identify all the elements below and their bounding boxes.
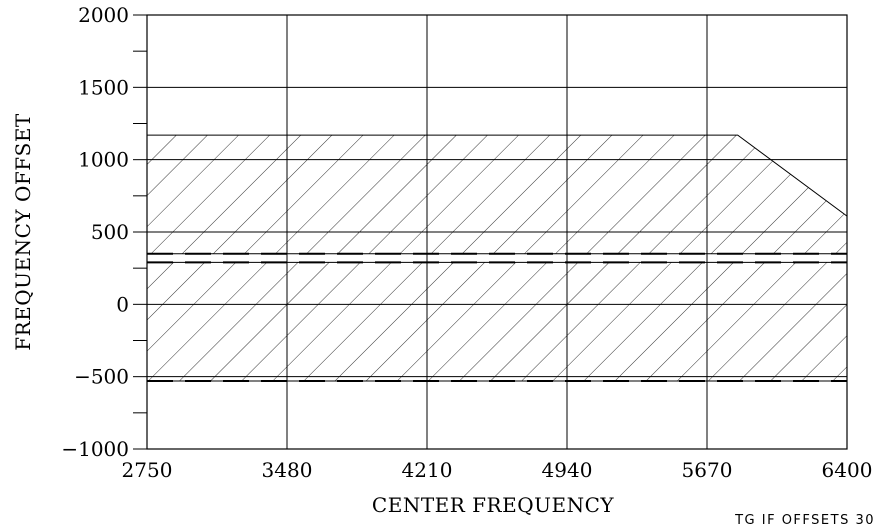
figure-caption: TG IF OFFSETS 30: [734, 513, 875, 524]
x-tick-label-0: 2750: [122, 458, 173, 482]
y-axis-title: FREQUENCY OFFSET: [11, 113, 35, 351]
x-tick-label-5: 6400: [822, 458, 873, 482]
x-tick-label-4: 5670: [682, 458, 733, 482]
y-tick-label-4: 1000: [78, 148, 129, 172]
y-tick-label-2: 0: [116, 292, 129, 316]
y-tick-label-1: −500: [74, 365, 129, 389]
y-tick-label-0: −1000: [61, 437, 129, 461]
x-tick-label-2: 4210: [402, 458, 453, 482]
regions-layer: [146, 134, 848, 382]
dashed-lines-layer: [147, 252, 847, 383]
hatched-region-1: [146, 134, 848, 255]
y-tick-label-5: 1500: [78, 75, 129, 99]
x-tick-label-1: 3480: [262, 458, 313, 482]
y-tick-label-3: 500: [91, 220, 129, 244]
hatched-region-2: [146, 261, 848, 382]
y-tick-label-6: 2000: [78, 3, 129, 27]
grid-layer: [146, 14, 848, 450]
x-axis-title: CENTER FREQUENCY: [372, 493, 614, 517]
axes-layer: [133, 14, 848, 450]
x-tick-label-3: 4940: [542, 458, 593, 482]
tick-labels-layer: 2750 3480 4210 4940 5670 6400 −1000 −500 0 500 100…: [61, 3, 872, 482]
